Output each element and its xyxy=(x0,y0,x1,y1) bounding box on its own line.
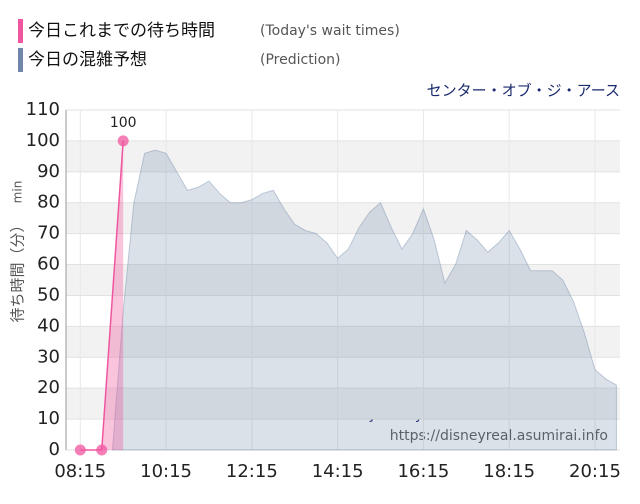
y-axis-label: 待ち時間（分） xyxy=(9,217,27,322)
legend-swatch xyxy=(18,19,23,43)
y-tick-label: 60 xyxy=(37,254,60,275)
grid-band xyxy=(66,202,620,234)
data-point xyxy=(96,444,108,456)
y-tick-label: 50 xyxy=(37,284,60,305)
y-tick-label: 100 xyxy=(26,130,60,151)
today-area xyxy=(80,140,124,450)
y-tick-label: 20 xyxy=(37,377,60,398)
x-tick-label: 12:15 xyxy=(226,461,278,482)
legend-label-en: (Today's wait times) xyxy=(260,23,400,39)
y-tick-label: 70 xyxy=(37,223,60,244)
x-tick-label: 20:15 xyxy=(569,461,621,482)
y-tick-label: 40 xyxy=(37,315,60,336)
legend-label-en: (Prediction) xyxy=(260,52,340,68)
data-label: 100 xyxy=(110,115,137,131)
x-tick-label: 08:15 xyxy=(54,461,106,482)
x-tick-label: 18:15 xyxy=(483,461,535,482)
legend-label: 今日の混雑予想 xyxy=(28,50,147,70)
grid-band xyxy=(66,140,620,172)
y-tick-label: 80 xyxy=(37,192,60,213)
x-tick-label: 16:15 xyxy=(397,461,449,482)
y-tick-label: 30 xyxy=(37,346,60,367)
y-tick-label: 0 xyxy=(49,439,60,460)
grid-band xyxy=(66,388,620,420)
grid-band xyxy=(66,264,620,296)
y-tick-label: 110 xyxy=(26,99,60,120)
annotation: https://disneyreal.asumirai.info xyxy=(390,428,608,444)
y-axis-unit: min xyxy=(11,181,25,204)
grid-band xyxy=(66,326,620,358)
x-tick-label: 14:15 xyxy=(312,461,364,482)
legend-label: 今日これまでの待ち時間 xyxy=(28,21,215,41)
chart-subtitle: センター・オブ・ジ・アース xyxy=(427,82,620,100)
y-tick-label: 90 xyxy=(37,161,60,182)
data-point xyxy=(117,135,129,147)
legend-swatch xyxy=(18,48,23,72)
x-tick-label: 10:15 xyxy=(140,461,192,482)
data-point xyxy=(74,444,86,456)
y-tick-label: 10 xyxy=(37,408,60,429)
prediction-area xyxy=(111,149,617,451)
